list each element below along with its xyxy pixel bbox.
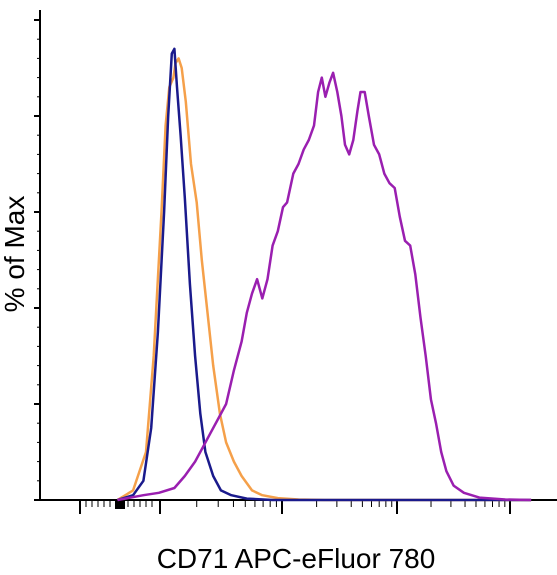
y-ticks <box>34 19 40 501</box>
y-axis <box>34 10 41 501</box>
x-axis <box>40 499 557 514</box>
x-axis-label: CD71 APC-eFluor 780 <box>157 543 436 574</box>
histogram-series-3 <box>117 71 532 502</box>
histogram-series-1 <box>116 57 532 502</box>
x-ticks <box>79 500 511 514</box>
histogram-series-2 <box>117 47 532 502</box>
y-axis-label: % of Max <box>0 196 30 313</box>
series-layer <box>116 47 532 502</box>
